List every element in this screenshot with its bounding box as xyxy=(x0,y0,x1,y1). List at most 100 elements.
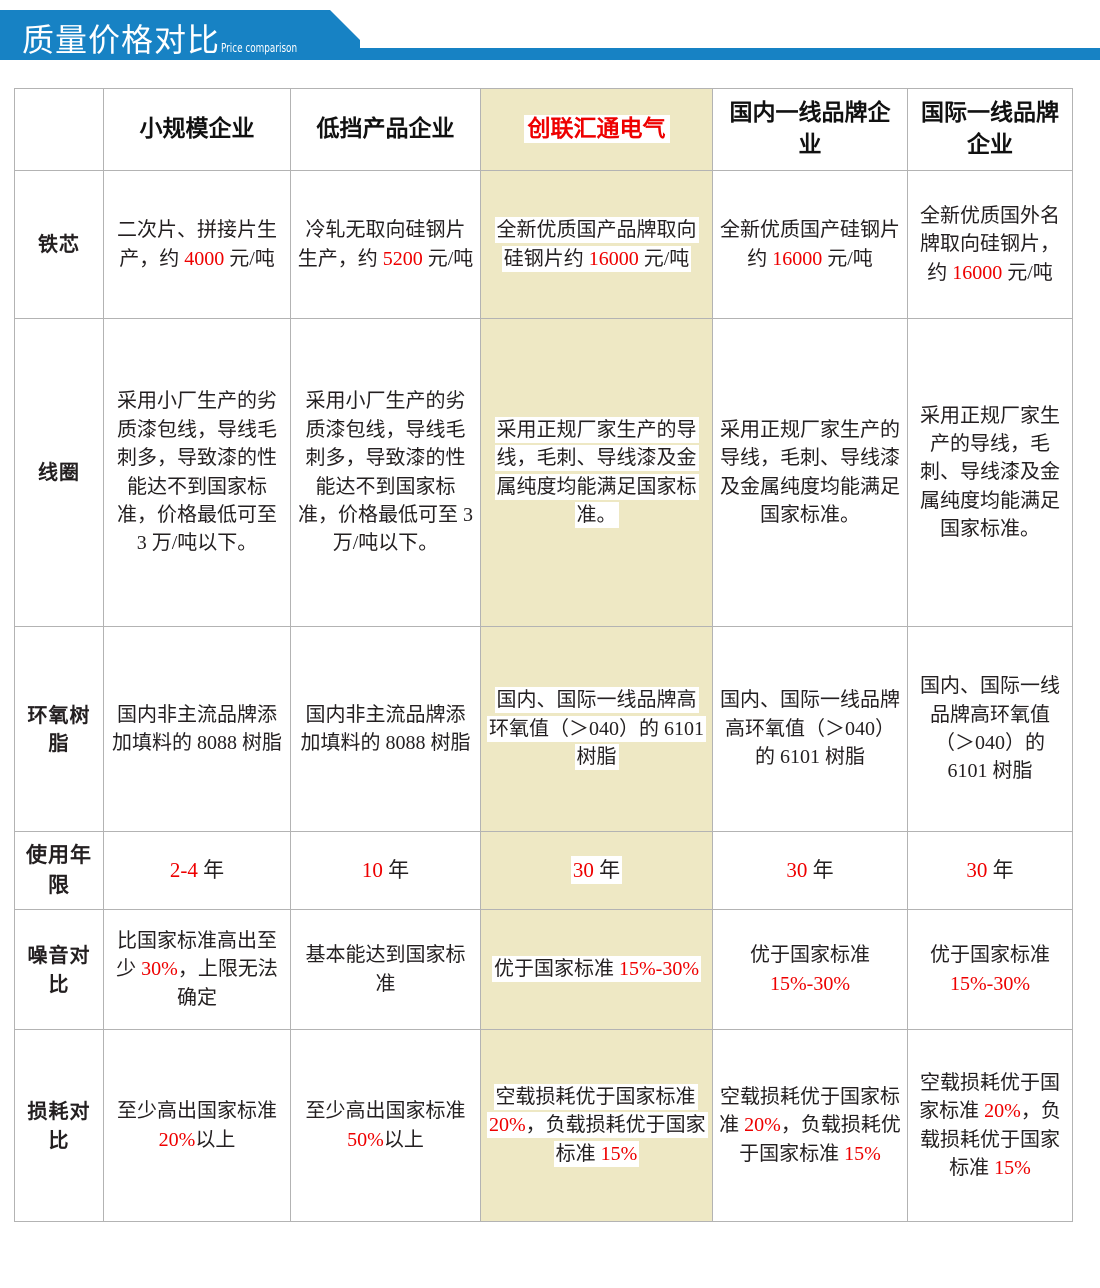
table-row: 损耗对比 至少高出国家标准 20%以上 至少高出国家标准 50%以上 空载损耗优于国家… xyxy=(14,1029,1073,1222)
cell-brand-1: 采用正规厂家生产的导线，毛刺、导线漆及金属纯度均能满足国家标准。 xyxy=(480,318,713,627)
cell-domestic-1: 采用正规厂家生产的导线，毛刺、导线漆及金属纯度均能满足国家标准。 xyxy=(712,318,908,627)
row-label-3: 使用年限 xyxy=(14,831,104,910)
cell-text: 至少高出国家标准 xyxy=(305,1100,466,1123)
value-highlight: 30% xyxy=(141,958,178,981)
comparison-table: 小规模企业 低挡产品企业 创联汇通电气 国内一线品牌企业 国际一线品牌企业 铁芯 二次片、拼… xyxy=(14,88,1073,1222)
value-highlight: 20% xyxy=(984,1100,1021,1123)
value-highlight: 15%-30% xyxy=(770,972,850,995)
cell-text: 元/吨 xyxy=(422,247,474,270)
cell-text: 元/吨 xyxy=(224,247,275,270)
cell-text: 至少高出国家标准 xyxy=(117,1100,277,1123)
cell-text: 元/吨 xyxy=(1002,261,1053,284)
cell-text: 元/吨 xyxy=(822,247,873,270)
cell-intl-0: 全新优质国外名牌取向硅钢片，约 16000 元/吨 xyxy=(907,170,1073,319)
value-highlight: 2-4 xyxy=(169,857,198,882)
cell-intl-5: 空载损耗优于国家标准 20%，负载损耗优于国家标准 15% xyxy=(907,1029,1073,1222)
cell-intl-4: 优于国家标准 15%-30% xyxy=(907,909,1073,1030)
highlighted-text: 空载损耗优于国家标准 20%，负载损耗优于国家标准 15% xyxy=(487,1083,708,1167)
cell-domestic-3: 30 年 xyxy=(712,831,908,910)
cell-small-2: 国内非主流品牌添加填料的 8088 树脂 xyxy=(103,626,291,832)
cell-text: 二次片、拼接片生产，约 xyxy=(117,219,277,270)
cell-text: 年 xyxy=(382,857,410,882)
cell-text: 采用小厂生产的劣质漆包线，导线毛刺多，导致漆的性能达不到国家标准，价格最低可至 … xyxy=(117,390,277,555)
cell-lowend-1: 采用小厂生产的劣质漆包线，导线毛刺多，导致漆的性能达不到国家标准，价格最低可至 … xyxy=(290,318,481,627)
cell-text: 元/吨 xyxy=(638,247,690,270)
value-highlight: 15% xyxy=(844,1142,881,1165)
highlighted-text: 采用正规厂家生产的导线，毛刺、导线漆及金属纯度均能满足国家标准。 xyxy=(494,416,699,528)
value-highlight: 20% xyxy=(158,1128,196,1151)
cell-text: 采用正规厂家生产的导线，毛刺、导线漆及金属纯度均能满足国家标准。 xyxy=(720,418,900,526)
cell-brand-0: 全新优质国产品牌取向硅钢片约 16000 元/吨 xyxy=(480,170,713,319)
table-row: 使用年限 2-4 年 10 年 30 年 30 年 30 年 xyxy=(14,831,1073,910)
table-row: 线圈 采用小厂生产的劣质漆包线，导线毛刺多，导致漆的性能达不到国家标准，价格最低可… xyxy=(14,318,1073,627)
value-highlight: 10 xyxy=(361,857,383,882)
cell-text: 国内、国际一线品牌高环氧值（＞040）的 6101 树脂 xyxy=(489,689,704,769)
cell-small-5: 至少高出国家标准 20%以上 xyxy=(103,1029,291,1222)
banner-subtitle: Price comparison xyxy=(221,41,298,55)
value-highlight: 15% xyxy=(994,1156,1031,1179)
cell-text: 国内、国际一线品牌高环氧值（＞040）的 6101 树脂 xyxy=(720,689,900,769)
cell-text: 年 xyxy=(807,857,834,882)
banner-block xyxy=(0,10,360,60)
cell-small-0: 二次片、拼接片生产，约 4000 元/吨 xyxy=(103,170,291,319)
cell-brand-5: 空载损耗优于国家标准 20%，负载损耗优于国家标准 15% xyxy=(480,1029,713,1222)
column-header-label: 创联汇通电气 xyxy=(523,114,670,143)
value-highlight: 4000 xyxy=(184,247,225,270)
cell-domestic-5: 空载损耗优于国家标准 20%，负载损耗优于国家标准 15% xyxy=(712,1029,908,1222)
value-highlight: 16000 xyxy=(952,261,1003,284)
value-highlight: 15% xyxy=(600,1142,638,1165)
column-header-intl: 国际一线品牌企业 xyxy=(907,88,1073,171)
cell-domestic-4: 优于国家标准 15%-30% xyxy=(712,909,908,1030)
cell-text: 空载损耗优于国家标准 xyxy=(919,1071,1060,1123)
value-highlight: 15%-30% xyxy=(950,972,1030,995)
cell-small-1: 采用小厂生产的劣质漆包线，导线毛刺多，导致漆的性能达不到国家标准，价格最低可至 … xyxy=(103,318,291,627)
value-highlight: 16000 xyxy=(588,247,639,270)
table-header-row: 小规模企业 低挡产品企业 创联汇通电气 国内一线品牌企业 国际一线品牌企业 xyxy=(14,88,1073,171)
cell-text: 年 xyxy=(197,857,225,882)
cell-text: 比国家标准高出至少 xyxy=(116,929,277,981)
cell-text: 优于国家标准 xyxy=(494,958,619,981)
cell-text: 全新优质国产品牌取向硅钢片约 xyxy=(496,219,697,270)
cell-intl-1: 采用正规厂家生产的导线，毛刺、导线漆及金属纯度均能满足国家标准。 xyxy=(907,318,1073,627)
column-header-lowend: 低挡产品企业 xyxy=(290,88,481,171)
value-highlight: 20% xyxy=(744,1114,781,1137)
value-highlight: 30 xyxy=(786,857,808,882)
row-label-4: 噪音对比 xyxy=(14,909,104,1030)
column-header-brand: 创联汇通电气 xyxy=(480,88,713,171)
cell-lowend-4: 基本能达到国家标准 xyxy=(290,909,481,1030)
comparison-table-wrap: 小规模企业 低挡产品企业 创联汇通电气 国内一线品牌企业 国际一线品牌企业 铁芯 二次片、拼… xyxy=(14,88,1073,1222)
cell-lowend-2: 国内非主流品牌添加填料的 8088 树脂 xyxy=(290,626,481,832)
cell-text: 国内非主流品牌添加填料的 8088 树脂 xyxy=(300,703,471,754)
cell-text: 全新优质国外名牌取向硅钢片，约 xyxy=(920,204,1060,284)
cell-text: ，上限无法确定 xyxy=(177,958,278,1009)
cell-text: 优于国家标准 xyxy=(930,944,1050,967)
cell-domestic-0: 全新优质国产硅钢片约 16000 元/吨 xyxy=(712,170,908,319)
page-header-banner: 质量价格对比 Price comparison xyxy=(0,0,1100,72)
row-label-0: 铁芯 xyxy=(14,170,104,319)
value-highlight: 30 xyxy=(966,857,988,882)
cell-intl-3: 30 年 xyxy=(907,831,1073,910)
banner-title: 质量价格对比 xyxy=(22,21,221,59)
column-header-label xyxy=(14,88,104,171)
value-highlight: 30 xyxy=(572,857,594,882)
cell-text: 冷轧无取向硅钢片生产，约 xyxy=(297,219,466,270)
cell-text: 年 xyxy=(593,857,621,882)
cell-text: 国内非主流品牌添加填料的 8088 树脂 xyxy=(112,703,282,754)
value-highlight: 15%-30% xyxy=(619,958,699,981)
cell-domestic-2: 国内、国际一线品牌高环氧值（＞040）的 6101 树脂 xyxy=(712,626,908,832)
row-label-2: 环氧树脂 xyxy=(14,626,104,832)
value-highlight: 5200 xyxy=(382,247,423,270)
banner-text-group: 质量价格对比 Price comparison xyxy=(0,10,400,60)
cell-text: 空载损耗优于国家标准 xyxy=(719,1085,900,1137)
cell-text: 空载损耗优于国家标准 xyxy=(495,1085,696,1108)
table-row: 环氧树脂 国内非主流品牌添加填料的 8088 树脂 国内非主流品牌添加填料的 808… xyxy=(14,626,1073,832)
highlighted-text: 国内、国际一线品牌高环氧值（＞040）的 6101 树脂 xyxy=(487,687,706,771)
cell-text: ，负载损耗优于国家标准 xyxy=(739,1114,901,1165)
cell-text: 优于国家标准 xyxy=(750,944,870,967)
cell-lowend-3: 10 年 xyxy=(290,831,481,910)
column-header-small: 小规模企业 xyxy=(103,88,291,171)
table-row: 噪音对比 比国家标准高出至少 30%，上限无法确定 基本能达到国家标准 优于国家标准 … xyxy=(14,909,1073,1030)
cell-small-4: 比国家标准高出至少 30%，上限无法确定 xyxy=(103,909,291,1030)
row-label-5: 损耗对比 xyxy=(14,1029,104,1222)
cell-lowend-0: 冷轧无取向硅钢片生产，约 5200 元/吨 xyxy=(290,170,481,319)
